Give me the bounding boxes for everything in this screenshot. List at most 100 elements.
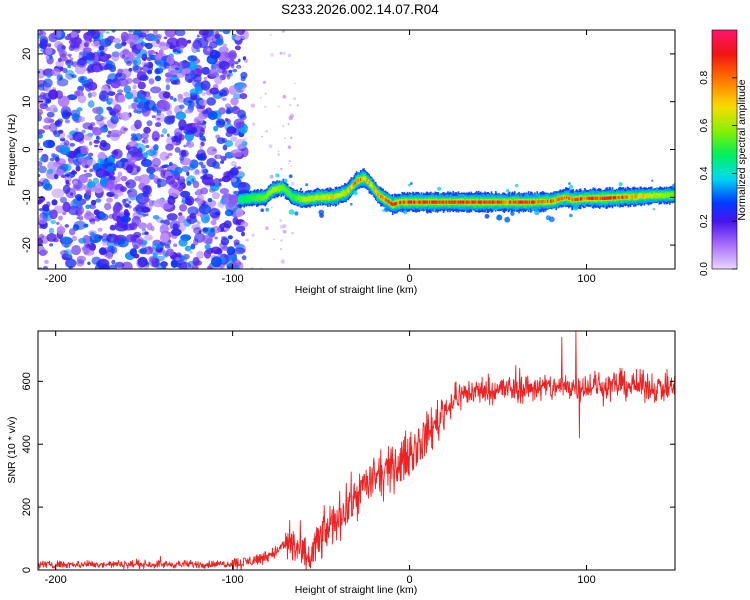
noise-blob [225, 131, 233, 138]
signal-core [351, 184, 354, 188]
signal-core [406, 200, 409, 204]
noise-blob [215, 51, 221, 58]
signal-core [512, 200, 515, 204]
signal-core [435, 200, 438, 204]
signal-core [615, 196, 618, 200]
noise-blob [230, 149, 243, 158]
noise-blob [88, 141, 93, 146]
signal-core [374, 189, 377, 193]
colorbar-bar [712, 30, 737, 269]
noise-blob [132, 134, 137, 139]
noise-blob [94, 144, 99, 148]
x-tick-label: 0 [407, 273, 413, 285]
noise-blob [200, 164, 206, 169]
y-tick-label: 200 [21, 498, 33, 516]
signal-band [659, 192, 662, 198]
noise-blob [289, 113, 294, 118]
noise-blob [127, 191, 137, 198]
signal-core [335, 194, 338, 198]
noise-blob [128, 200, 132, 204]
figure-title: S233.2026.002.14.07.R04 [281, 2, 439, 17]
y-tick-label: 0 [21, 567, 33, 573]
signal-core [385, 198, 388, 202]
noise-blob [43, 78, 53, 88]
noise-blob [43, 117, 52, 124]
signal-band [296, 195, 298, 201]
noise-blob [42, 212, 53, 222]
signal-core [355, 179, 358, 183]
noise-blob [221, 97, 227, 101]
noise-blob [188, 78, 193, 84]
noise-blob [150, 86, 162, 94]
signal-core [421, 200, 424, 204]
signal-core [618, 195, 620, 200]
signal-band [279, 185, 282, 191]
noise-blob [95, 261, 103, 267]
noise-blob [99, 38, 112, 47]
noise-blob [83, 212, 95, 221]
noise-blob [244, 137, 248, 141]
noise-blob [209, 41, 218, 49]
signal-core [413, 200, 415, 204]
noise-blob [55, 60, 65, 68]
signal-core [357, 178, 360, 182]
signal-core [549, 199, 551, 203]
signal-core [641, 194, 644, 198]
signal-core [323, 195, 326, 199]
signal-band [276, 186, 278, 191]
noise-blob [98, 247, 107, 256]
signal-spur [299, 187, 303, 191]
signal-core [539, 200, 542, 204]
noise-blob [155, 51, 158, 55]
noise-blob [54, 119, 63, 128]
signal-core [571, 197, 573, 201]
noise-blob [189, 143, 195, 147]
signal-core [437, 200, 440, 204]
noise-blob [167, 195, 176, 205]
noise-blob [87, 100, 95, 108]
noise-blob [95, 168, 108, 179]
noise-blob [174, 30, 186, 37]
noise-blob [155, 112, 165, 123]
noise-blob [270, 52, 275, 57]
noise-blob [200, 80, 211, 91]
noise-blob [64, 224, 70, 228]
noise-blob [169, 95, 174, 100]
noise-blob [106, 251, 113, 260]
noise-blob [43, 97, 48, 100]
signal-core [601, 196, 603, 200]
noise-blob [279, 219, 282, 222]
snr-x-axis-label: Height of straight line (km) [295, 584, 418, 596]
noise-blob [121, 261, 133, 269]
noise-blob [62, 67, 68, 74]
noise-blob [124, 198, 129, 202]
noise-blob [186, 180, 192, 186]
noise-blob [245, 127, 249, 131]
noise-blob [222, 30, 231, 35]
noise-blob [136, 103, 144, 109]
noise-blob [127, 104, 133, 110]
signal-band [239, 196, 241, 202]
noise-blob [87, 81, 98, 91]
noise-blob [106, 241, 116, 248]
noise-blob [78, 174, 88, 184]
signal-core [469, 200, 472, 204]
signal-band [286, 189, 289, 195]
signal-core [366, 179, 369, 183]
signal-core [608, 196, 611, 200]
noise-blob [138, 174, 151, 186]
noise-blob [203, 249, 212, 259]
noise-blob [222, 43, 228, 47]
noise-blob [89, 231, 95, 237]
noise-blob [240, 71, 248, 79]
signal-band [661, 193, 664, 198]
noise-blob [184, 245, 192, 252]
noise-blob [172, 48, 178, 53]
signal-band [305, 197, 308, 202]
noise-blob [213, 125, 219, 132]
signal-core [353, 182, 356, 186]
noise-blob [42, 265, 48, 269]
y-tick-label: 10 [21, 96, 33, 108]
